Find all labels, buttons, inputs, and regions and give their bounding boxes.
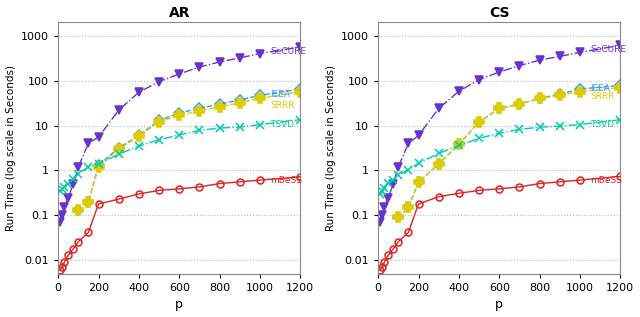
Text: SeCURE: SeCURE xyxy=(270,47,306,56)
Text: IEEA: IEEA xyxy=(270,90,290,100)
Text: TSVD: TSVD xyxy=(270,120,294,129)
Text: SeCURE: SeCURE xyxy=(590,45,626,55)
Text: SRRR: SRRR xyxy=(270,101,294,110)
Title: CS: CS xyxy=(489,6,509,20)
Text: mBeSS: mBeSS xyxy=(270,176,302,185)
Text: TSVD: TSVD xyxy=(590,120,614,129)
Text: SRRR: SRRR xyxy=(590,92,614,101)
X-axis label: p: p xyxy=(175,298,183,311)
Text: IEEA: IEEA xyxy=(590,84,610,93)
Title: AR: AR xyxy=(168,6,190,20)
X-axis label: p: p xyxy=(495,298,503,311)
Y-axis label: Run Time (log scale in Seconds): Run Time (log scale in Seconds) xyxy=(326,65,335,231)
Text: mBeSS: mBeSS xyxy=(590,176,622,185)
Y-axis label: Run Time (log scale in Seconds): Run Time (log scale in Seconds) xyxy=(6,65,15,231)
